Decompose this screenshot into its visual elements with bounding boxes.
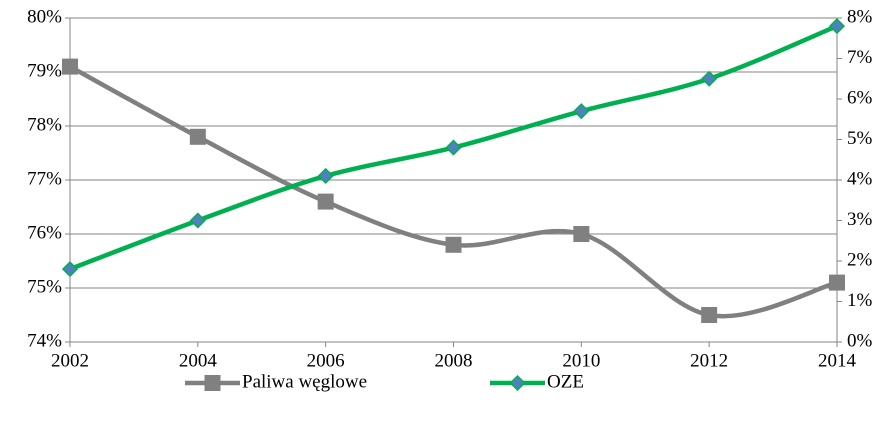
y-tick-label: 80% bbox=[27, 6, 62, 27]
y2-tick-label: 8% bbox=[847, 6, 873, 27]
y-tick-label: 78% bbox=[27, 114, 62, 135]
marker bbox=[828, 18, 846, 35]
y2-tick-label: 4% bbox=[847, 168, 873, 189]
marker bbox=[445, 236, 462, 253]
marker bbox=[61, 261, 79, 278]
y-tick-label: 75% bbox=[27, 276, 62, 297]
legend-marker bbox=[204, 375, 221, 391]
x-tick-label: 2010 bbox=[562, 350, 600, 371]
x-tick-label: 2014 bbox=[818, 350, 857, 371]
marker bbox=[829, 274, 845, 291]
marker bbox=[573, 103, 590, 120]
marker bbox=[701, 307, 718, 323]
legend-label: OZE bbox=[547, 371, 584, 392]
marker bbox=[189, 128, 206, 145]
x-tick-label: 2006 bbox=[307, 350, 345, 371]
marker bbox=[62, 58, 78, 75]
marker bbox=[701, 70, 718, 87]
y2-tick-label: 0% bbox=[847, 330, 873, 351]
marker bbox=[189, 212, 206, 229]
marker bbox=[317, 167, 334, 185]
marker bbox=[317, 193, 334, 210]
legend-marker bbox=[509, 374, 526, 392]
y-tick-label: 76% bbox=[27, 222, 62, 243]
y-tick-label: 77% bbox=[27, 168, 62, 189]
y2-tick-label: 5% bbox=[847, 128, 873, 149]
y2-tick-label: 6% bbox=[847, 87, 873, 108]
marker bbox=[445, 139, 462, 156]
y2-tick-label: 2% bbox=[847, 249, 873, 270]
legend-label: Paliwa węglowe bbox=[242, 371, 367, 392]
x-tick-label: 2002 bbox=[51, 350, 89, 371]
x-tick-label: 2004 bbox=[179, 350, 218, 371]
y2-tick-label: 1% bbox=[847, 290, 873, 311]
y2-tick-label: 7% bbox=[847, 47, 873, 68]
x-tick-label: 2012 bbox=[690, 350, 728, 371]
x-tick-label: 2008 bbox=[435, 350, 473, 371]
series-line bbox=[68, 64, 838, 319]
y-tick-label: 74% bbox=[27, 330, 62, 351]
y2-tick-label: 3% bbox=[847, 209, 873, 230]
y-tick-label: 79% bbox=[27, 60, 62, 81]
marker bbox=[573, 226, 590, 242]
